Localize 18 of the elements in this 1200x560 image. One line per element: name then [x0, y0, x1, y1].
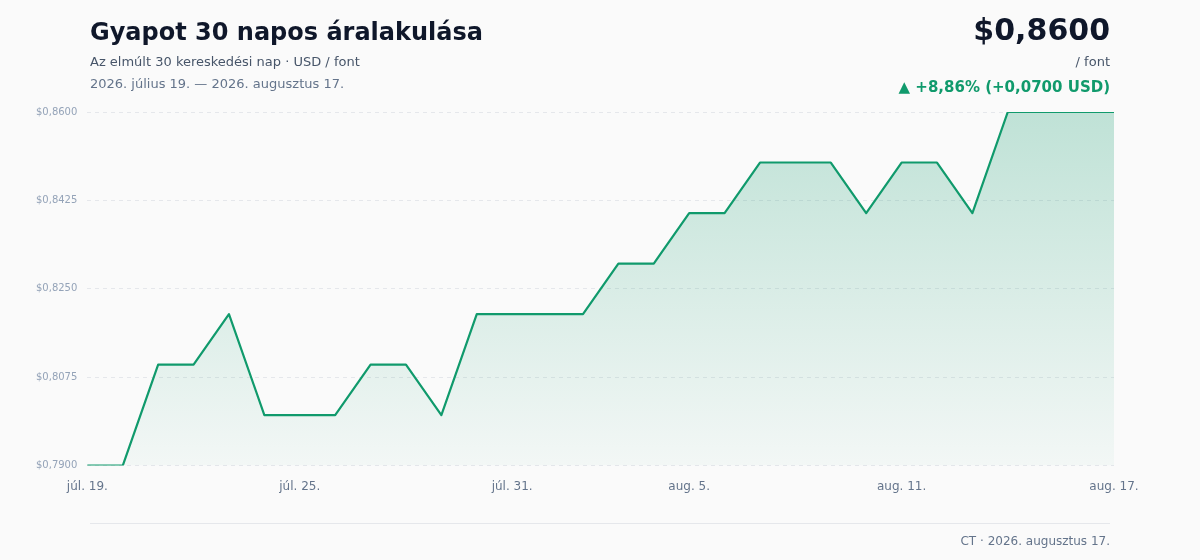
x-tick-label: júl. 31. [490, 478, 533, 493]
y-tick-label: $0,7900 [35, 459, 78, 471]
text: / font [1075, 54, 1110, 69]
x-tick-label: aug. 11. [876, 478, 927, 493]
chart-subtitle: Az elmúlt 30 kereskedési nap · USD / font [90, 54, 360, 69]
text: 2026. július 19. — 2026. augusztus 17. [90, 76, 345, 91]
y-tick-label: $0,8600 [35, 105, 78, 117]
text: CT · 2026. augusztus 17. [960, 534, 1110, 548]
x-tick-label: aug. 17. [1089, 478, 1139, 493]
y-tick-label: $0,8425 [35, 193, 78, 205]
y-tick-label: $0,8250 [35, 282, 78, 294]
y-tick-label: $0,8075 [35, 370, 78, 382]
x-tick-label: júl. 19. [65, 478, 108, 493]
chart-title: Gyapot 30 napos áralakulása [90, 18, 483, 46]
x-tick-label: júl. 25. [278, 478, 321, 493]
text: $0,8600 [973, 12, 1110, 47]
x-tick-label: aug. 5. [668, 478, 711, 493]
text: ▲ +8,86% (+0,0700 USD) [898, 78, 1110, 96]
